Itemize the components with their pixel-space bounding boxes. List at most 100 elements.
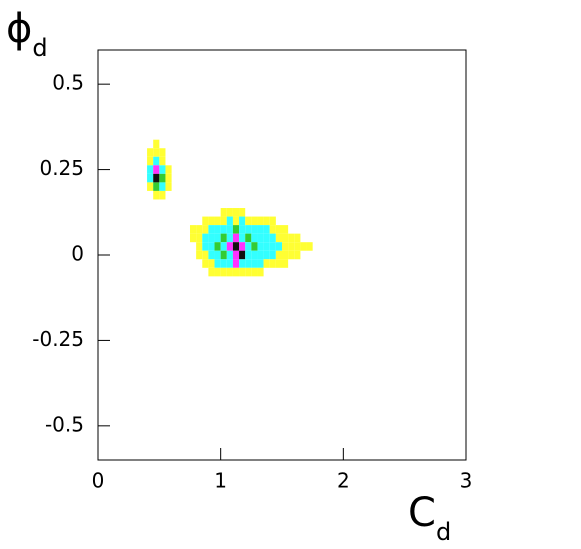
cell [275, 233, 282, 243]
cell [288, 250, 295, 260]
cell [257, 233, 264, 243]
cell [153, 182, 160, 191]
cell [245, 225, 252, 234]
y-tick-label: 0.5 [52, 71, 84, 95]
cell [257, 242, 264, 251]
cell [288, 233, 295, 243]
cell [232, 225, 240, 234]
cell [245, 267, 252, 277]
cell [257, 216, 264, 226]
cell [232, 267, 240, 277]
cell [220, 250, 227, 260]
cell [245, 233, 252, 243]
cell [165, 173, 172, 183]
cell [226, 259, 233, 268]
cell [245, 242, 252, 251]
cell [202, 259, 209, 268]
cell [159, 173, 166, 183]
cell [239, 233, 246, 243]
cell [196, 233, 203, 243]
cell [196, 250, 203, 260]
cell [226, 233, 233, 243]
cell [214, 259, 221, 268]
cell [226, 250, 233, 260]
y-tick-label: -0.5 [45, 412, 84, 436]
cell [269, 225, 276, 234]
cell [245, 216, 252, 226]
cell [153, 165, 160, 174]
cell [147, 156, 154, 166]
cell [214, 225, 221, 234]
cell [202, 233, 209, 243]
cell [153, 139, 160, 149]
cell [196, 242, 203, 251]
cell [202, 225, 209, 234]
cell [239, 259, 246, 268]
cell [147, 182, 154, 191]
cell [226, 242, 233, 251]
cell [208, 242, 215, 251]
x-tick-label: 3 [460, 469, 473, 493]
cell [226, 267, 233, 277]
cell [202, 242, 209, 251]
cell [220, 225, 227, 234]
cell [159, 190, 166, 200]
cell [282, 225, 289, 234]
cell [208, 216, 215, 226]
cell [202, 250, 209, 260]
cell [257, 250, 264, 260]
cell [232, 233, 240, 243]
y-tick-label: 0 [71, 242, 84, 266]
cell [208, 233, 215, 243]
cell [269, 250, 276, 260]
cell [294, 250, 301, 260]
cell [251, 267, 258, 277]
cell [282, 242, 289, 251]
cell [165, 182, 172, 191]
cell [257, 225, 264, 234]
cell [239, 267, 246, 277]
cell [196, 225, 203, 234]
cell [153, 173, 160, 183]
cell [232, 242, 240, 251]
cell [214, 233, 221, 243]
cell [214, 267, 221, 277]
cell [232, 259, 240, 268]
cell [220, 233, 227, 243]
cell [153, 156, 160, 166]
cell [294, 242, 301, 251]
cell [220, 242, 227, 251]
cell [275, 242, 282, 251]
cell [239, 216, 246, 226]
cell [202, 216, 209, 226]
cell [208, 259, 215, 268]
cell [165, 165, 172, 174]
y-axis-label: ϕd [6, 6, 48, 62]
cell [282, 259, 289, 268]
cell [275, 225, 282, 234]
cell [245, 259, 252, 268]
cell [159, 148, 166, 157]
cell [306, 242, 313, 251]
cell [153, 148, 160, 157]
cell [220, 267, 227, 277]
x-tick-label: 0 [92, 469, 105, 493]
cell [147, 165, 154, 174]
cell [300, 242, 307, 251]
cell [220, 208, 227, 217]
y-tick-label: -0.25 [32, 327, 84, 351]
cell [288, 242, 295, 251]
cell [220, 259, 227, 268]
cell [208, 250, 215, 260]
cell [208, 267, 215, 277]
cell [251, 216, 258, 226]
cell [190, 225, 197, 234]
cell [147, 148, 154, 157]
cell [190, 233, 197, 243]
cell [159, 182, 166, 191]
y-tick-label: 0.25 [39, 156, 84, 180]
cell [251, 250, 258, 260]
cell [251, 242, 258, 251]
cell [232, 216, 240, 226]
cell [251, 233, 258, 243]
